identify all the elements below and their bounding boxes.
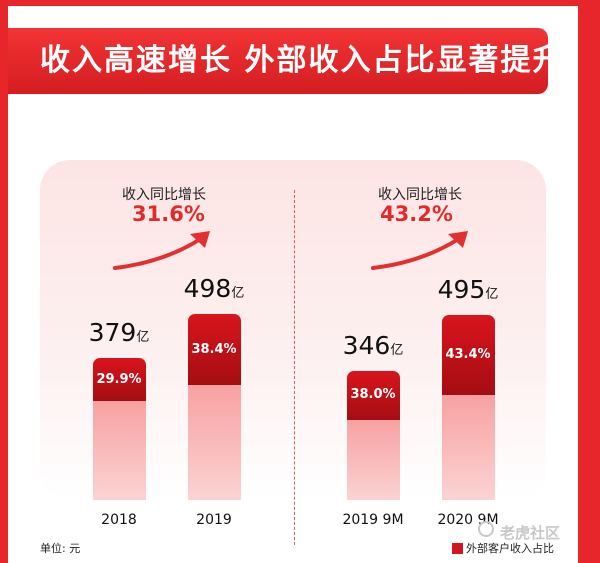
panel-divider bbox=[294, 190, 295, 545]
top-frame bbox=[0, 0, 600, 6]
left-frame bbox=[0, 0, 8, 563]
bar-remaining-segment bbox=[441, 395, 495, 500]
bar-share-label: 43.4% bbox=[445, 347, 491, 363]
bar-share-label: 29.9% bbox=[96, 371, 142, 387]
legend-label: 外部客户收入占比 bbox=[466, 542, 554, 555]
growth-label-left: 收入同比增长 bbox=[122, 187, 206, 203]
bar-share-label: 38.4% bbox=[191, 341, 237, 357]
x-tick-label: 2018 bbox=[101, 512, 137, 528]
watermark: 老虎社区 bbox=[500, 524, 561, 542]
bar-total-label: 379亿 bbox=[88, 318, 150, 348]
growth-label-right: 收入同比增长 bbox=[378, 187, 462, 203]
legend-swatch bbox=[452, 543, 463, 554]
bar-total-label: 495亿 bbox=[437, 275, 499, 305]
bar-total-label: 346亿 bbox=[342, 330, 404, 360]
bar-total-label: 498亿 bbox=[183, 274, 245, 303]
bar-remaining-segment bbox=[187, 385, 241, 500]
bar-external-segment bbox=[346, 370, 400, 420]
bar-external-segment bbox=[187, 314, 241, 386]
growth-arrow-left-icon bbox=[113, 231, 210, 270]
title-banner bbox=[8, 28, 548, 94]
bar-share-label: 38.0% bbox=[350, 387, 396, 403]
growth-value-right: 43.2% bbox=[380, 202, 453, 226]
watermark-logo-icon bbox=[478, 521, 494, 537]
growth-value-left: 31.6% bbox=[132, 202, 205, 226]
bar-remaining-segment bbox=[346, 419, 400, 500]
x-tick-label: 2019 bbox=[196, 512, 232, 528]
bar-external-segment bbox=[441, 315, 495, 396]
bar-remaining-segment bbox=[92, 400, 146, 500]
right-frame bbox=[578, 0, 600, 563]
x-tick-label: 2019 9M bbox=[342, 512, 404, 528]
growth-arrow-right-icon bbox=[371, 231, 468, 270]
bar-external-segment bbox=[92, 358, 146, 401]
unit-note: 单位: 元 bbox=[40, 542, 81, 555]
page-title: 收入高速增长 外部收入占比显著提升 bbox=[40, 43, 565, 78]
